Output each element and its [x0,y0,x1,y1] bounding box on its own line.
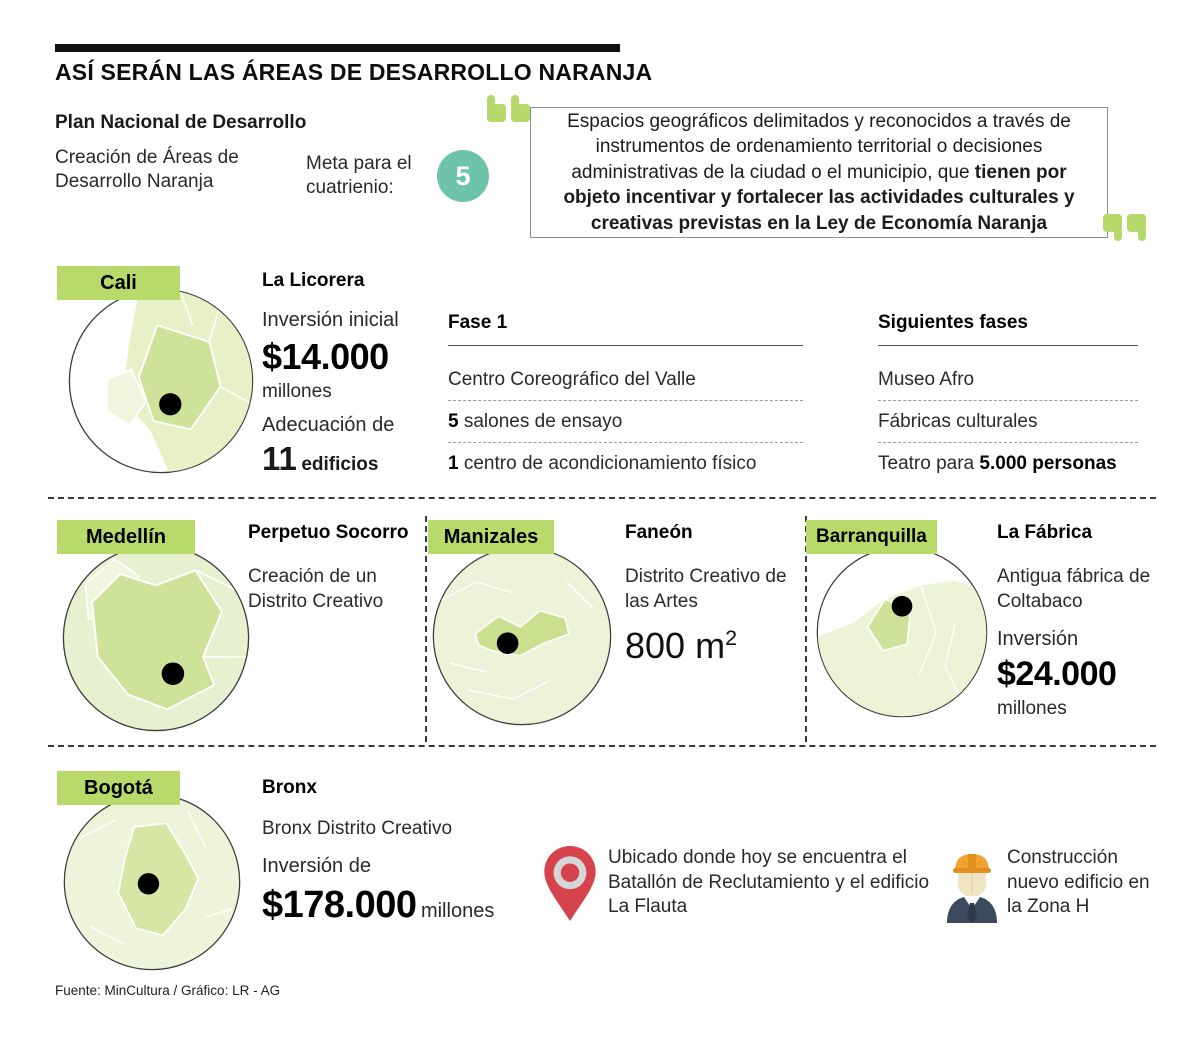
barranquilla-map [816,546,988,718]
bogota-note-construction: Construcción nuevo edificio en la Zona H [1007,847,1150,918]
cali-investment-value: $14.000 [262,336,389,377]
next-phases-item: Museo Afro [878,359,1138,401]
header-rule [55,44,620,52]
phase1-title: Fase 1 [448,312,803,346]
city-label-manizales: Manizales [428,520,554,554]
bogota-location-dot [137,873,160,895]
bogota-note-location: Ubicado donde hoy se encuentra el Batall… [608,847,930,918]
cali-adequacy: 11 edificios [262,440,378,478]
page-title: ASÍ SERÁN LAS ÁREAS DE DESARROLLO NARANJ… [55,59,653,85]
program-subtitle: Creación de Áreas de Desarrollo Naranja [55,147,239,193]
section-separator [48,497,1156,499]
medellin-map [62,544,250,732]
cali-adequacy-value: 11 [262,440,297,477]
barranquilla-place: La Fábrica [997,522,1093,543]
definition-quote-box: Espacios geográficos delimitados y recon… [530,107,1108,238]
column-separator [805,516,807,742]
phase1-item: 1 centro de acondicionamiento físico [448,453,757,474]
close-quote-icon [1103,214,1146,241]
meta-label: Meta para el cuatrienio: [306,153,412,199]
manizales-area: 800 m2 [625,625,738,666]
manizales-map [432,546,612,726]
definition-quote-text: Espacios geográficos delimitados y recon… [563,110,1075,234]
phase1-column: Fase 1 Centro Coreográfico del Valle 5 s… [448,312,803,484]
phase1-item: Centro Coreográfico del Valle [448,359,803,401]
bogota-investment-unit: millones [420,900,495,922]
medellin-place: Perpetuo Socorro [248,522,409,543]
cali-investment-unit: millones [262,381,332,402]
medellin-location-dot [161,662,185,685]
next-phases-column: Siguientes fases Museo Afro Fábricas cul… [878,312,1138,484]
location-pin-icon [544,846,596,921]
city-label-medellin: Medellín [57,520,195,554]
program-title: Plan Nacional de Desarrollo [55,112,307,133]
meta-goal-value: 5 [455,160,471,191]
manizales-desc: Distrito Creativo de las Artes [625,566,787,612]
barranquilla-investment-label: Inversión [997,628,1079,650]
medellin-desc: Creación de un Distrito Creativo [248,566,384,612]
manizales-place: Faneón [625,522,693,543]
cali-map [68,288,254,474]
barranquilla-location-dot [891,595,913,617]
cali-adequacy-unit: edificios [301,454,379,475]
cali-investment-label: Inversión inicial [262,309,399,331]
bogota-place: Bronx [262,777,317,798]
open-quote-icon [487,95,530,122]
column-separator [425,516,427,742]
cali-place: La Licorera [262,270,365,291]
section-separator [48,745,1156,747]
cali-adequacy-label: Adecuación de [262,414,395,436]
bogota-map [63,793,241,971]
city-label-barranquilla: Barranquilla [806,520,937,554]
city-label-cali: Cali [57,266,180,300]
next-phases-title: Siguientes fases [878,312,1138,346]
source-credit: Fuente: MinCultura / Gráfico: LR - AG [55,983,281,998]
barranquilla-investment-value: $24.000 [997,655,1117,693]
phase1-item: 5 salones de ensayo [448,401,803,443]
manizales-location-dot [496,632,519,654]
construction-worker-icon [947,854,997,923]
next-phases-item: Fábricas culturales [878,401,1138,443]
next-phases-item: Teatro para 5.000 personas [878,453,1117,474]
meta-goal-badge: 5 [437,150,489,202]
bogota-investment-label: Inversión de [262,855,371,877]
cali-location-dot [159,393,182,416]
bogota-investment: $178.000 millones [262,884,494,927]
barranquilla-desc: Antigua fábrica de Coltabaco [997,566,1151,612]
bogota-investment-value: $178.000 [262,884,417,926]
city-label-bogota: Bogotá [57,771,180,805]
bogota-desc: Bronx Distrito Creativo [262,818,453,839]
barranquilla-investment-unit: millones [997,698,1067,719]
